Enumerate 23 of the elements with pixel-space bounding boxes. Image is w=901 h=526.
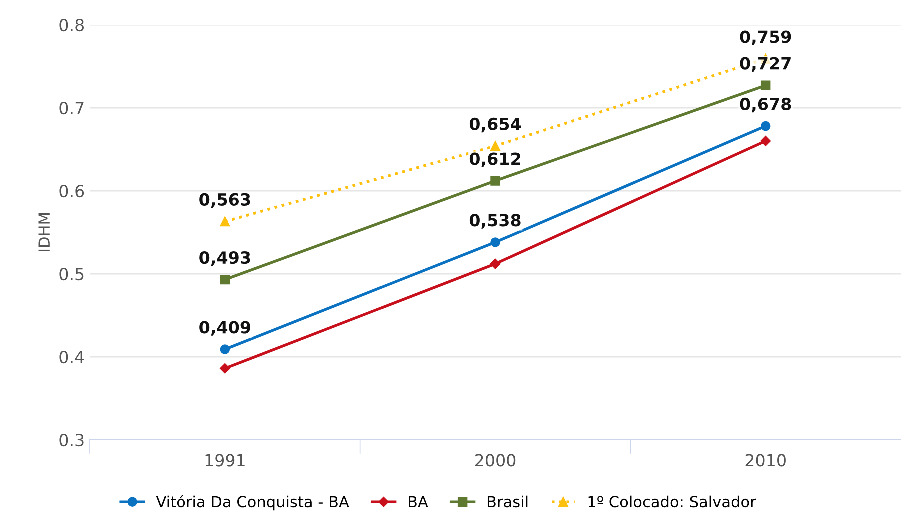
data-label: 0,409 [200, 321, 250, 336]
data-label: 0,538 [470, 214, 521, 229]
data-label: 0,612 [470, 152, 520, 168]
data-label: 0,678 [740, 98, 792, 113]
data-label: 0,493 [200, 251, 250, 266]
y-tick-label: 0.6 [60, 184, 84, 198]
data-label: 0,654 [470, 118, 522, 133]
x-tick-label: 2010 [746, 454, 786, 467]
data-label: 0,759 [740, 30, 792, 46]
legend-label: Vitória Da Conquista - BA [156, 495, 350, 511]
legend-label: Brasil [488, 496, 528, 508]
legend-label: BA [409, 496, 428, 508]
y-tick-label: 0.5 [60, 268, 84, 281]
y-axis-title: IDHM [38, 214, 50, 252]
data-label: 0,563 [200, 193, 250, 208]
y-tick-label: 0.7 [60, 102, 84, 115]
y-tick-label: 0.3 [60, 434, 84, 447]
x-tick-label: 2000 [476, 454, 516, 467]
data-label: 0,727 [740, 57, 791, 72]
y-tick-label: 0.8 [60, 18, 84, 32]
x-tick-label: 1991 [206, 454, 245, 467]
y-tick-label: 0.4 [60, 350, 84, 364]
legend-label: 1º Colocado: Salvador [588, 496, 756, 508]
